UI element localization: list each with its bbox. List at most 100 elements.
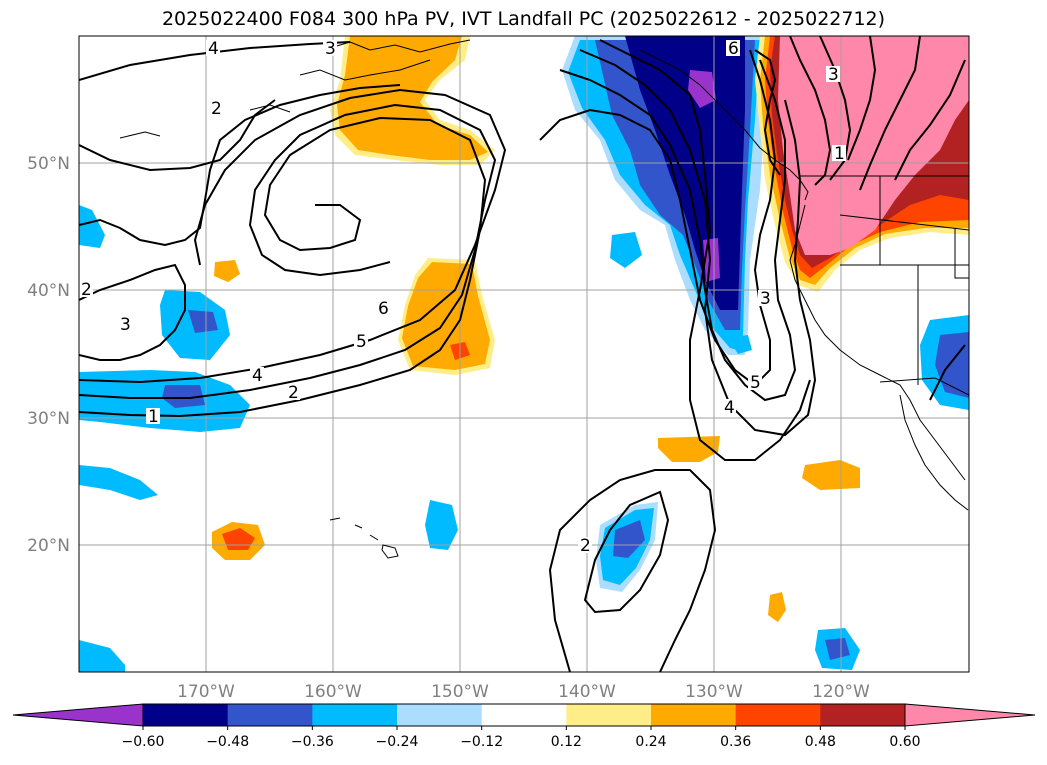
contour-labels: 4 3 2 6 3 1 6 5 4 2 1 2 3 3 5 4 2 <box>79 39 846 556</box>
contour-label-5-trough: 5 <box>750 373 761 393</box>
contour-label-1-west: 1 <box>148 407 159 427</box>
contour-label-4-trough: 4 <box>724 398 735 418</box>
pv-contours <box>79 36 966 672</box>
colorbar-tick-label: 0.60 <box>889 734 920 750</box>
lon-label-150w: 150°W <box>431 682 489 702</box>
neg-region-edge-1 <box>79 205 105 248</box>
colorbar-tick-label: 0.24 <box>635 734 666 750</box>
colorbar-tick-label: −0.48 <box>206 734 249 750</box>
contour-label-2-mid: 2 <box>288 383 299 403</box>
neg-region-edge-3 <box>79 640 125 672</box>
border-states <box>839 176 969 385</box>
hawaii-islands <box>329 517 399 559</box>
contour-pnw-5 <box>894 59 966 181</box>
colorbar-tick-label: −0.12 <box>460 734 503 750</box>
lon-label-120w: 120°W <box>812 682 870 702</box>
contour-label-3-trough: 3 <box>760 289 771 309</box>
neg-region-west-upper-dark <box>188 310 218 333</box>
colorbar-segment <box>820 704 906 726</box>
colorbar-tick-label: 0.48 <box>805 734 836 750</box>
contour-east-trough-1 <box>539 49 777 387</box>
neg-region-small-a <box>610 232 642 268</box>
colorbar-tick-label: −0.60 <box>122 734 165 750</box>
contour-top-2 <box>79 99 276 172</box>
lat-label-40n: 40°N <box>27 281 70 301</box>
contour-label-4-top: 4 <box>208 39 219 59</box>
neg-region-coastal-tail <box>728 335 752 354</box>
contour-label-6-top: 6 <box>728 39 739 59</box>
neg-region-south-dark <box>613 520 645 558</box>
colorbar-segment <box>227 704 313 726</box>
colorbar-segment <box>651 704 737 726</box>
contour-label-2-west: 2 <box>81 280 92 300</box>
colorbar-segment <box>143 704 229 726</box>
contour-label-3-west: 3 <box>120 315 131 335</box>
colorbar-frame <box>142 703 906 727</box>
map-frame <box>78 35 970 673</box>
lon-labels: 170°W 160°W 150°W 140°W 130°W 120°W <box>177 682 870 702</box>
neg-region-edge-2 <box>79 465 158 500</box>
neg-region-small-b <box>425 500 458 550</box>
pos-region-pnw-pink <box>778 36 969 255</box>
contour-label-3-top: 3 <box>325 39 336 59</box>
contour-pnw-3 <box>847 36 877 161</box>
lat-label-20n: 20°N <box>27 536 70 556</box>
colorbar-tick-label: 0.12 <box>551 734 582 750</box>
contour-label-2-upper: 2 <box>211 99 222 119</box>
lon-label-170w: 170°W <box>177 682 235 702</box>
contour-label-6-mid: 6 <box>378 299 389 319</box>
contour-west-1 <box>79 116 487 418</box>
contour-pnw-4 <box>859 36 921 191</box>
pos-region-alaska <box>337 36 488 160</box>
colorbar-segment <box>481 704 567 726</box>
contour-south-loop-1 <box>583 490 670 614</box>
coastline-uswest <box>789 204 966 481</box>
coastline-alaska <box>119 39 471 139</box>
contour-west-5 <box>79 84 401 247</box>
colorbar-extend-high <box>904 703 1036 727</box>
colorbar-extend-low <box>12 703 144 727</box>
contour-pnw-6 <box>754 49 781 176</box>
colorbar: −0.60 −0.48 −0.36 −0.24 −0.12 0.12 0.24 0.36 0.4… <box>12 703 1036 750</box>
contour-pnw-2 <box>819 36 852 181</box>
map-title: 2025022400 F084 300 hPa PV, IVT Landfall… <box>161 8 886 30</box>
colorbar-segment <box>566 704 652 726</box>
colorbar-tick-label: −0.36 <box>291 734 334 750</box>
neg-region-small-c-dark <box>825 638 850 660</box>
neg-region-east-dark <box>935 332 969 398</box>
pos-region-small-4 <box>802 460 860 490</box>
contour-west-4 <box>79 263 186 361</box>
border-mexico <box>879 377 969 396</box>
lon-label-140w: 140°W <box>558 682 616 702</box>
contour-label-2-south: 2 <box>580 536 591 556</box>
pos-region-small-5 <box>768 592 786 622</box>
gridlines <box>79 36 969 672</box>
contour-east-right <box>929 344 966 401</box>
contour-east-trough-4 <box>599 39 811 461</box>
contour-pnw-1 <box>789 36 832 186</box>
neg-region-coastal-purple <box>688 70 716 108</box>
colorbar-segment <box>735 704 821 726</box>
contour-label-3-pnw: 3 <box>828 65 839 85</box>
pos-region-small-1 <box>214 260 240 282</box>
contour-west-2 <box>79 103 497 399</box>
contour-east-trough-3 <box>579 49 817 437</box>
contour-label-1-pnw: 1 <box>834 144 845 164</box>
colorbar-segment <box>312 704 398 726</box>
neg-region-west-band-dark <box>162 385 205 408</box>
lat-label-50n: 50°N <box>27 154 70 174</box>
colorbar-tick-label: −0.24 <box>376 734 419 750</box>
contour-east-trough-2 <box>559 59 797 402</box>
contour-label-4-mid: 4 <box>252 366 263 386</box>
colorbar-tick-label: 0.36 <box>720 734 751 750</box>
lat-label-30n: 30°N <box>27 409 70 429</box>
contour-west-3 <box>79 88 507 384</box>
lon-label-160w: 160°W <box>304 682 362 702</box>
contour-label-5-mid: 5 <box>356 332 367 352</box>
shading-layer <box>79 36 969 672</box>
contour-south-loop-2 <box>548 469 717 672</box>
neg-region-west-band <box>79 370 250 432</box>
lat-labels: 50°N 40°N 30°N 20°N <box>27 154 70 556</box>
coastline-baja <box>899 394 969 511</box>
